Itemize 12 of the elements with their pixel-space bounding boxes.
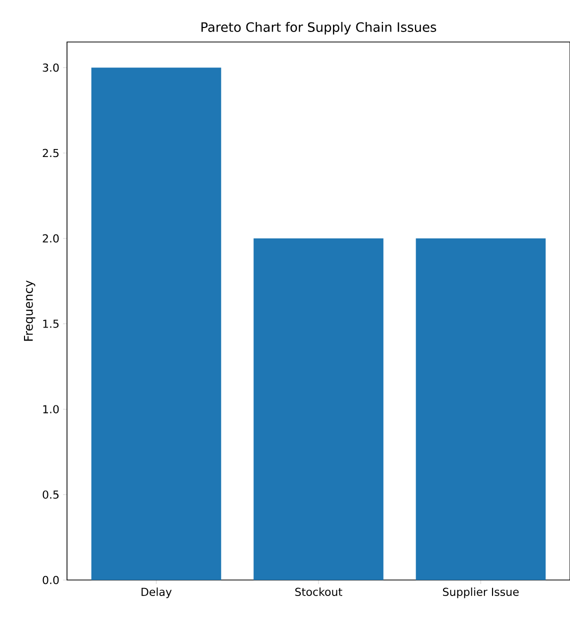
y-tick-label: 1.0 — [43, 405, 59, 414]
y-tick-label: 2.5 — [42, 148, 59, 158]
y-tick-label: 0.0 — [42, 576, 59, 584]
y-tick-label: 3.0 — [42, 63, 59, 72]
chart-title: Pareto Chart for Supply Chain Issues — [202, 22, 436, 34]
x-tick-label: Supplier Issue — [442, 588, 519, 598]
x-tick-label: Delay — [142, 588, 172, 598]
y-tick-label: 0.5 — [42, 490, 59, 499]
y-tick-label: 1.5 — [43, 320, 59, 328]
x-tick-label: Stockout — [295, 588, 342, 596]
y-tick-label: 2.0 — [42, 234, 59, 243]
y-axis-title: Frequency — [24, 280, 36, 341]
